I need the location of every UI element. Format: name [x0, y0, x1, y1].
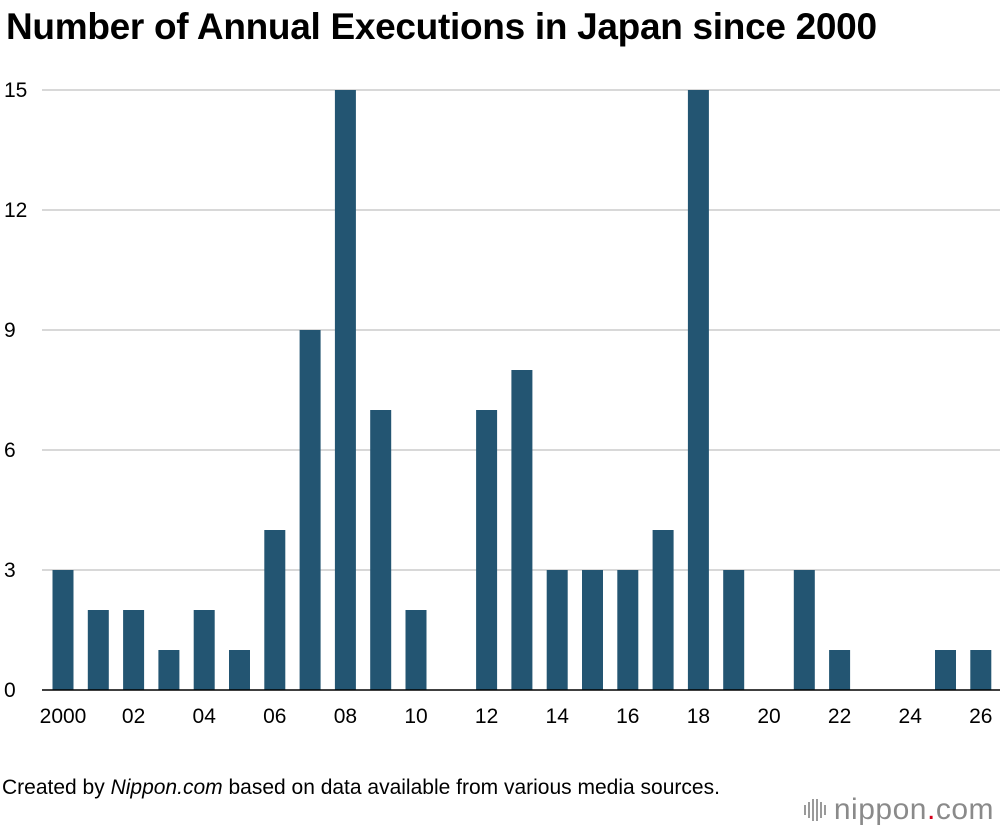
- x-tick-label: 26: [969, 705, 992, 728]
- x-tick-label: 04: [193, 705, 217, 728]
- bar-2006: [264, 530, 286, 690]
- logo-dot: .: [926, 793, 936, 826]
- y-tick-label: 3: [4, 559, 16, 582]
- nippon-logo: nippon. com: [803, 793, 994, 827]
- x-tick-label: 24: [899, 705, 923, 728]
- bar-2000: [52, 570, 74, 690]
- y-tick-label: 12: [4, 199, 27, 222]
- logo-bars-icon: [803, 799, 828, 821]
- bar-2005: [229, 650, 250, 690]
- y-tick-label: 9: [4, 319, 16, 342]
- bar-2016: [617, 570, 639, 690]
- x-tick-label: 06: [263, 705, 286, 728]
- x-axis-ticks: 2000 02 04 06 08 10 12 14 16 18 20 22 24 26: [40, 705, 993, 728]
- bar-2019: [723, 570, 745, 690]
- y-tick-label: 0: [4, 679, 16, 702]
- y-axis-ticks: 0 3 6 9 12 15: [4, 79, 27, 702]
- bar-2004: [193, 610, 215, 690]
- x-tick-label: 12: [475, 705, 498, 728]
- credit-prefix: Created by: [2, 776, 111, 799]
- bar-2010: [405, 610, 427, 690]
- bar-2009: [370, 410, 392, 690]
- credit-suffix: based on data available from various med…: [222, 776, 720, 799]
- y-tick-label: 6: [4, 439, 16, 462]
- logo-text-after: com: [935, 793, 994, 826]
- bar-2003: [158, 650, 180, 690]
- credit-source-name: Nippon.com: [110, 776, 223, 799]
- bar-2008: [334, 90, 356, 690]
- bar-2018: [687, 90, 709, 690]
- x-tick-label: 14: [546, 705, 570, 728]
- x-tick-label: 10: [404, 705, 427, 728]
- bar-2017: [652, 530, 674, 690]
- x-tick-label: 22: [828, 705, 851, 728]
- bar-2025: [935, 650, 956, 690]
- x-tick-label: 2000: [40, 705, 87, 728]
- x-tick-label: 08: [334, 705, 357, 728]
- logo-text-before: nippon: [833, 793, 927, 826]
- x-tick-label: 20: [757, 705, 780, 728]
- bar-2013: [511, 370, 533, 690]
- bar-2015: [582, 570, 603, 690]
- x-tick-label: 16: [616, 705, 639, 728]
- chart-title: Number of Annual Executions in Japan sin…: [6, 6, 877, 47]
- bars: [52, 90, 992, 690]
- bar-2026: [970, 650, 992, 690]
- y-tick-label: 15: [4, 79, 27, 102]
- bar-2021: [793, 570, 815, 690]
- bar-2012: [476, 410, 498, 690]
- source-credit: Created by Nippon.com based on data avai…: [2, 774, 722, 801]
- bar-2002: [123, 610, 145, 690]
- bar-2014: [546, 570, 568, 690]
- x-tick-label: 18: [687, 705, 710, 728]
- bar-2007: [299, 330, 321, 690]
- bar-chart: 0 3 6 9 12 15 2000 02 04 06 08 10 12 14 16 18 20 22 24 26: [4, 79, 1000, 728]
- bar-2022: [829, 650, 851, 690]
- bar-2001: [87, 610, 109, 690]
- x-tick-label: 02: [122, 705, 145, 728]
